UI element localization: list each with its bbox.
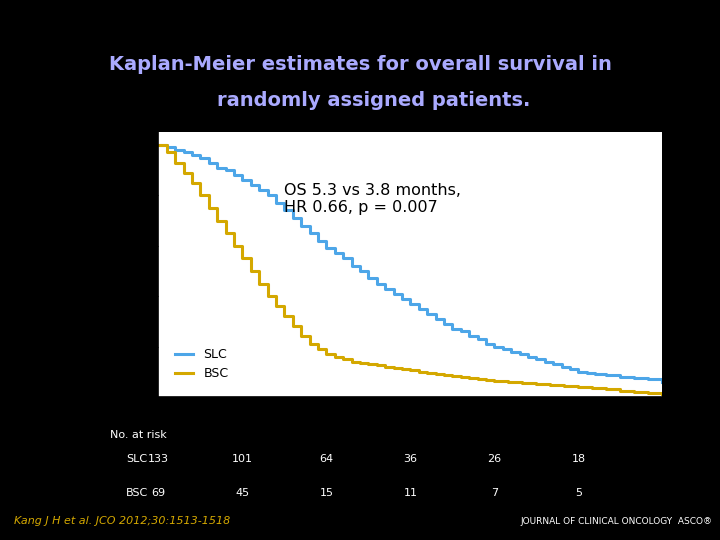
- Text: 5: 5: [575, 488, 582, 498]
- SLC: [473, 336, 482, 342]
- SLC: [264, 192, 272, 199]
- SLC: [507, 348, 516, 355]
- SLC: [271, 200, 280, 206]
- BSC: [431, 371, 440, 377]
- Legend: SLC, BSC: SLC, BSC: [170, 343, 233, 386]
- Y-axis label: Survival Probability: Survival Probability: [107, 198, 121, 332]
- SLC: [658, 379, 667, 385]
- BSC: [658, 391, 667, 397]
- SLC: [630, 375, 639, 381]
- BSC: [415, 368, 423, 375]
- Text: randomly assigned patients.: randomly assigned patients.: [190, 91, 530, 110]
- BSC: [490, 377, 499, 384]
- BSC: [271, 303, 280, 309]
- BSC: [574, 383, 582, 390]
- X-axis label: Time (months): Time (months): [354, 426, 467, 441]
- BSC: [406, 367, 415, 374]
- Text: Kang J H et al. JCO 2012;30:1513-1518: Kang J H et al. JCO 2012;30:1513-1518: [14, 516, 230, 526]
- Line: BSC: BSC: [158, 145, 662, 394]
- Text: No. at risk: No. at risk: [110, 430, 167, 440]
- Text: 133: 133: [148, 454, 169, 464]
- Text: 36: 36: [403, 454, 418, 464]
- Text: Kaplan-Meier estimates for overall survival in: Kaplan-Meier estimates for overall survi…: [109, 55, 611, 74]
- Text: 101: 101: [232, 454, 253, 464]
- Text: 7: 7: [491, 488, 498, 498]
- Text: 26: 26: [487, 454, 501, 464]
- Text: JOURNAL OF CLINICAL ONCOLOGY  ASCO®: JOURNAL OF CLINICAL ONCOLOGY ASCO®: [521, 517, 713, 525]
- Text: 69: 69: [151, 488, 166, 498]
- Text: 18: 18: [572, 454, 585, 464]
- Text: 45: 45: [235, 488, 249, 498]
- Text: 64: 64: [320, 454, 333, 464]
- SLC: [154, 141, 163, 148]
- SLC: [557, 363, 566, 370]
- Text: OS 5.3 vs 3.8 months,
HR 0.66, p = 0.007: OS 5.3 vs 3.8 months, HR 0.66, p = 0.007: [284, 183, 462, 215]
- Text: BSC: BSC: [126, 488, 148, 498]
- BSC: [154, 141, 163, 148]
- Text: SLC: SLC: [126, 454, 147, 464]
- Text: 15: 15: [320, 488, 333, 498]
- Text: 11: 11: [403, 488, 418, 498]
- Line: SLC: SLC: [158, 145, 662, 382]
